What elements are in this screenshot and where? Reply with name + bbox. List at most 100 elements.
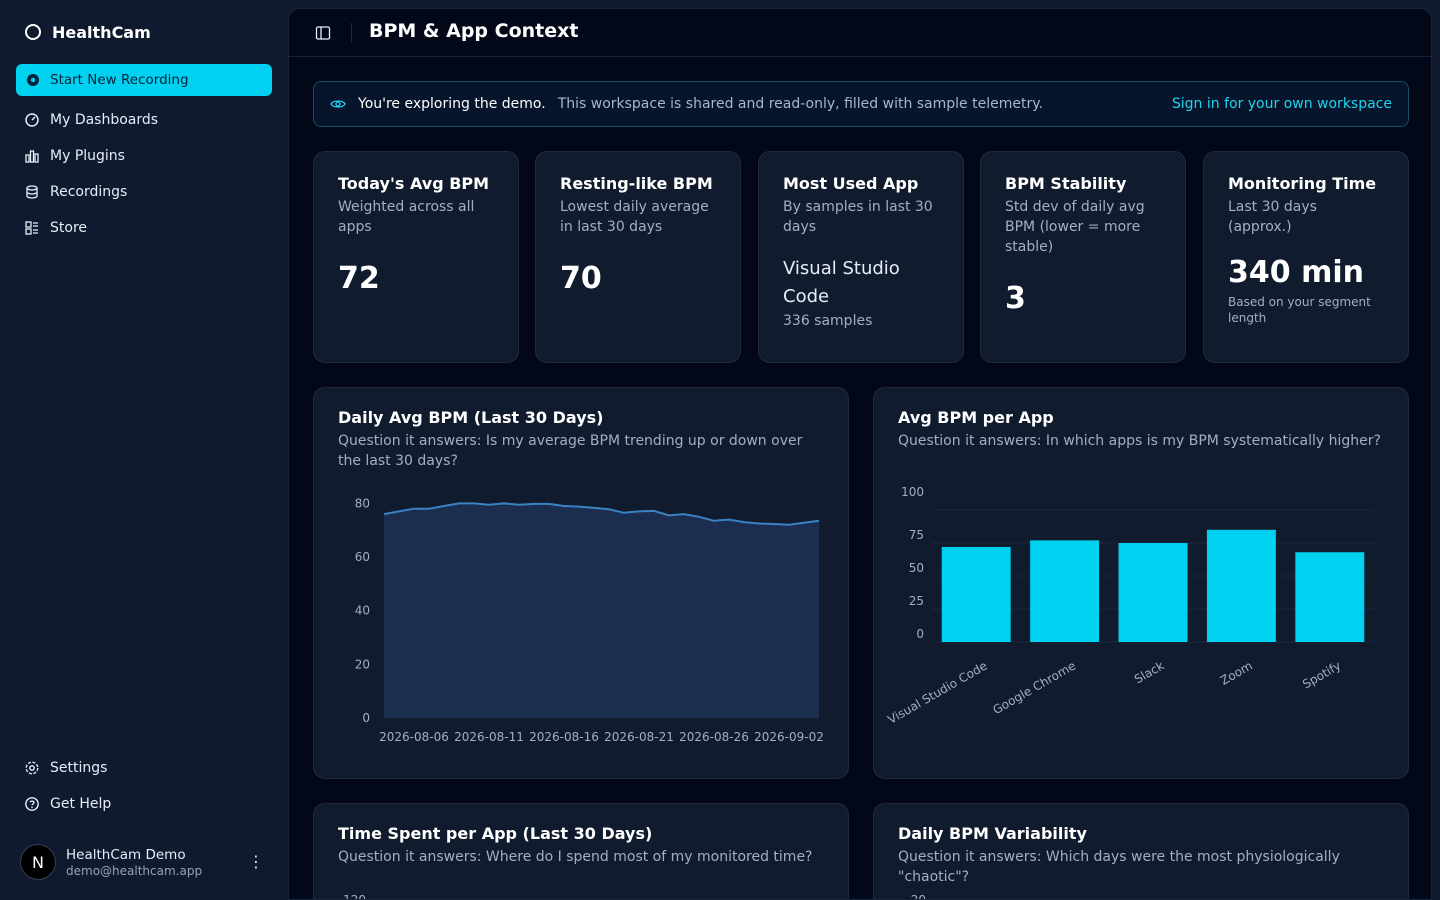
kpi-value: Visual Studio Code (783, 258, 900, 307)
sidebar-toggle-icon[interactable] (315, 25, 331, 41)
start-new-recording-button[interactable]: Start New Recording (16, 64, 272, 96)
bar[interactable] (941, 546, 1011, 642)
kpi-value: 3 (1005, 281, 1026, 316)
x-tick-label: Zoom (1218, 658, 1255, 687)
plugin-icon (25, 150, 39, 163)
help-icon (25, 797, 39, 811)
sidebar-item-settings[interactable]: Settings (16, 750, 272, 786)
y-tick-label: 0 (916, 627, 924, 641)
kpi-row: Today's Avg BPM Weighted across all apps… (313, 151, 1409, 363)
kpi-title: Most Used App (783, 174, 919, 193)
x-tick-label: 2026-09-02 (754, 730, 824, 744)
bar[interactable] (1295, 552, 1365, 642)
notice-text: This workspace is shared and read-only, … (557, 96, 1043, 112)
kpi-detail: 336 samples (783, 313, 873, 329)
sidebar-item-label: Settings (50, 760, 108, 776)
kpi-subtitle: Last 30 days (approx.) (1228, 199, 1317, 235)
kpi-footnote: Based on your segment length (1228, 295, 1371, 325)
sidebar-item-label: My Dashboards (50, 112, 159, 128)
record-icon (27, 74, 39, 86)
panel-title: Daily BPM Variability (898, 824, 1087, 843)
kpi-title: Monitoring Time (1228, 174, 1377, 193)
daily-bpm-variability-chart: 20 (911, 893, 926, 900)
y-tick-label: 80 (355, 496, 370, 510)
kpi-card-resting-bpm: Resting-like BPM Lowest daily average in… (535, 151, 741, 363)
chart-panel-time-spent-per-app: Time Spent per App (Last 30 Days) Questi… (313, 803, 849, 900)
y-tick-label: 100 (901, 485, 924, 499)
kpi-subtitle: Lowest daily average in last 30 days (560, 199, 709, 235)
x-tick-label: 2026-08-21 (604, 730, 674, 744)
x-tick-label: 2026-08-06 (379, 730, 449, 744)
logo-icon (25, 24, 41, 40)
panel-subtitle: Question it answers: In which apps is my… (898, 433, 1381, 449)
avatar: N (20, 844, 56, 880)
sidebar-nav: My Dashboards My Plugins Recordings Stor… (16, 102, 272, 246)
top-bar: BPM & App Context (289, 9, 1431, 57)
divider (351, 23, 352, 43)
panel-subtitle: Question it answers: Which days were the… (898, 849, 1340, 885)
chart-panel-avg-bpm-per-app: Avg BPM per App Question it answers: In … (873, 387, 1409, 779)
kpi-card-bpm-stability: BPM Stability Std dev of daily avg BPM (… (980, 151, 1186, 363)
area-fill (384, 503, 819, 718)
y-tick-label: 75 (909, 528, 924, 542)
sign-in-link[interactable]: Sign in for your own workspace (1171, 96, 1392, 112)
kpi-subtitle: Weighted across all apps (338, 199, 475, 235)
sidebar-bottom: Settings Get Help (16, 750, 272, 822)
y-tick-label: 20 (911, 893, 926, 900)
sidebar-item-my-dashboards[interactable]: My Dashboards (16, 102, 272, 138)
y-tick-label: 120 (343, 893, 366, 900)
panel-subtitle: Question it answers: Is my average BPM t… (338, 433, 803, 469)
sidebar-item-label: Recordings (50, 184, 128, 200)
kpi-card-todays-avg-bpm: Today's Avg BPM Weighted across all apps… (313, 151, 519, 363)
y-tick-label: 60 (355, 550, 370, 564)
kpi-value: 340 min (1228, 255, 1364, 290)
x-tick-label: Visual Studio Code (885, 658, 989, 726)
notice-heading: You're exploring the demo. (358, 96, 546, 112)
x-tick-label: Slack (1132, 658, 1167, 686)
y-tick-label: 40 (355, 604, 370, 618)
kpi-title: Today's Avg BPM (338, 174, 490, 193)
sidebar: HealthCam Start New Recording My Dashboa… (0, 0, 288, 900)
brand[interactable]: HealthCam (24, 20, 151, 44)
eye-icon (330, 100, 346, 108)
user-menu[interactable]: N HealthCam Demo demo@healthcam.app ⋮ (20, 842, 272, 882)
user-email: demo@healthcam.app (66, 863, 203, 878)
kpi-title: Resting-like BPM (560, 174, 713, 193)
panel-title: Time Spent per App (Last 30 Days) (338, 824, 653, 843)
x-tick-label: 2026-08-26 (679, 730, 749, 744)
app-name: HealthCam (52, 22, 151, 42)
bar[interactable] (1030, 540, 1100, 642)
sidebar-item-store[interactable]: Store (16, 210, 272, 246)
sidebar-item-label: Get Help (50, 796, 112, 812)
series-line (383, 502, 820, 526)
panel-title: Avg BPM per App (898, 408, 1054, 427)
avg-bpm-per-app-chart: 0 25 50 75 100 Visual Studio Code Google Chrom… (885, 485, 1374, 727)
kpi-value: 72 (338, 261, 380, 296)
time-spent-per-app-chart: 120 (343, 893, 366, 900)
y-tick-label: 50 (909, 561, 924, 575)
sidebar-item-label: My Plugins (50, 148, 125, 164)
page-title: BPM & App Context (369, 20, 579, 42)
sidebar-item-recordings[interactable]: Recordings (16, 174, 272, 210)
store-icon (25, 221, 38, 235)
sidebar-item-my-plugins[interactable]: My Plugins (16, 138, 272, 174)
user-name: HealthCam Demo (66, 846, 186, 863)
sidebar-item-label: Store (50, 220, 88, 236)
y-tick-label: 20 (355, 657, 370, 671)
kpi-subtitle: Std dev of daily avg BPM (lower = more s… (1005, 199, 1145, 255)
sidebar-item-get-help[interactable]: Get Help (16, 786, 272, 822)
chart-panel-daily-bpm-variability: Daily BPM Variability Question it answer… (873, 803, 1409, 900)
chart-panel-daily-avg-bpm: Daily Avg BPM (Last 30 Days) Question it… (313, 387, 849, 779)
kpi-value: 70 (560, 261, 602, 296)
x-tick-label: 2026-08-16 (529, 730, 599, 744)
x-tick-label: 2026-08-11 (454, 730, 524, 744)
kpi-card-most-used-app: Most Used App By samples in last 30 days… (758, 151, 964, 363)
demo-notice: You're exploring the demo. This workspac… (313, 81, 1409, 127)
y-tick-label: 25 (909, 594, 924, 608)
bar[interactable] (1206, 529, 1276, 642)
kpi-title: BPM Stability (1005, 174, 1127, 193)
bar[interactable] (1118, 543, 1188, 642)
more-vertical-icon[interactable]: ⋮ (248, 852, 264, 871)
panel-title: Daily Avg BPM (Last 30 Days) (338, 408, 604, 427)
y-tick-label: 0 (362, 711, 370, 725)
